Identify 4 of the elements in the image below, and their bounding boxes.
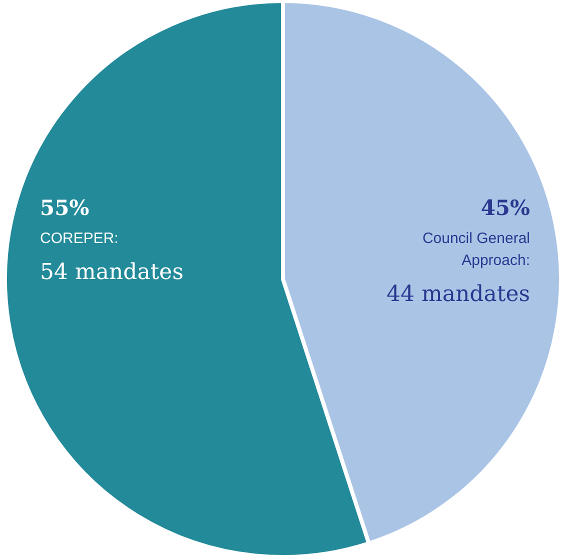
slice-label: Council General Approach: 44 mandates (386, 230, 530, 307)
data-label: 55% (40, 195, 90, 220)
data-label: 45% (480, 195, 530, 220)
slice-label: COREPER: 54 mandates (40, 230, 184, 285)
